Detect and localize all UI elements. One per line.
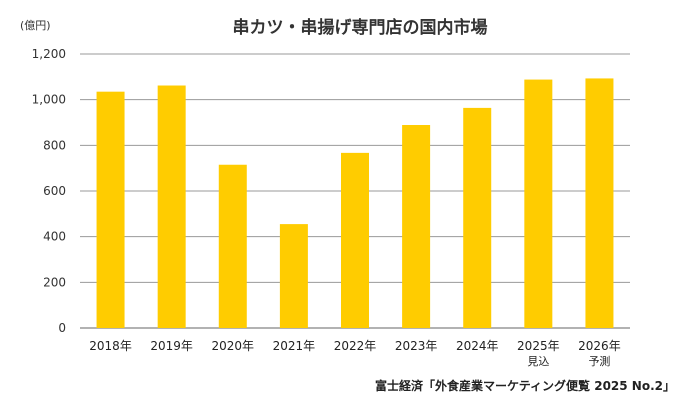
bar-2 bbox=[218, 164, 247, 328]
y-tick-label: 1,000 bbox=[32, 93, 66, 107]
y-tick-label: 0 bbox=[58, 321, 66, 335]
source-citation: 富士経済「外食産業マーケティング便覧 2025 No.2」 bbox=[375, 378, 675, 393]
x-tick-label: 2020年 bbox=[212, 339, 255, 353]
x-tick-label: 2025年 bbox=[517, 339, 560, 353]
y-tick-label: 1,200 bbox=[32, 47, 66, 61]
y-tick-label: 200 bbox=[43, 275, 66, 289]
x-tick-label: 2018年 bbox=[89, 339, 132, 353]
bar-5 bbox=[402, 125, 431, 329]
bar-4 bbox=[341, 152, 369, 328]
bar-3 bbox=[279, 224, 308, 328]
x-tick-label: 2019年 bbox=[150, 339, 193, 353]
bar-0 bbox=[96, 91, 125, 328]
bar-8 bbox=[585, 78, 614, 328]
x-tick-label: 2022年 bbox=[334, 339, 377, 353]
x-tick-label: 2026年 bbox=[578, 339, 621, 353]
x-tick-note: 予測 bbox=[588, 354, 610, 368]
x-tick-label: 2024年 bbox=[456, 339, 499, 353]
y-tick-label: 400 bbox=[43, 230, 66, 244]
x-tick-label: 2021年 bbox=[273, 339, 316, 353]
bar-1 bbox=[157, 85, 186, 328]
y-axis-unit-label: (億円) bbox=[20, 19, 51, 32]
y-tick-label: 800 bbox=[43, 138, 66, 152]
bar-6 bbox=[463, 107, 492, 329]
chart-title: 串カツ・串揚げ専門店の国内市場 bbox=[233, 17, 488, 38]
x-tick-note: 見込 bbox=[527, 355, 549, 368]
x-tick-label: 2023年 bbox=[395, 339, 438, 353]
y-tick-label: 600 bbox=[43, 184, 66, 198]
bar-7 bbox=[524, 79, 553, 328]
